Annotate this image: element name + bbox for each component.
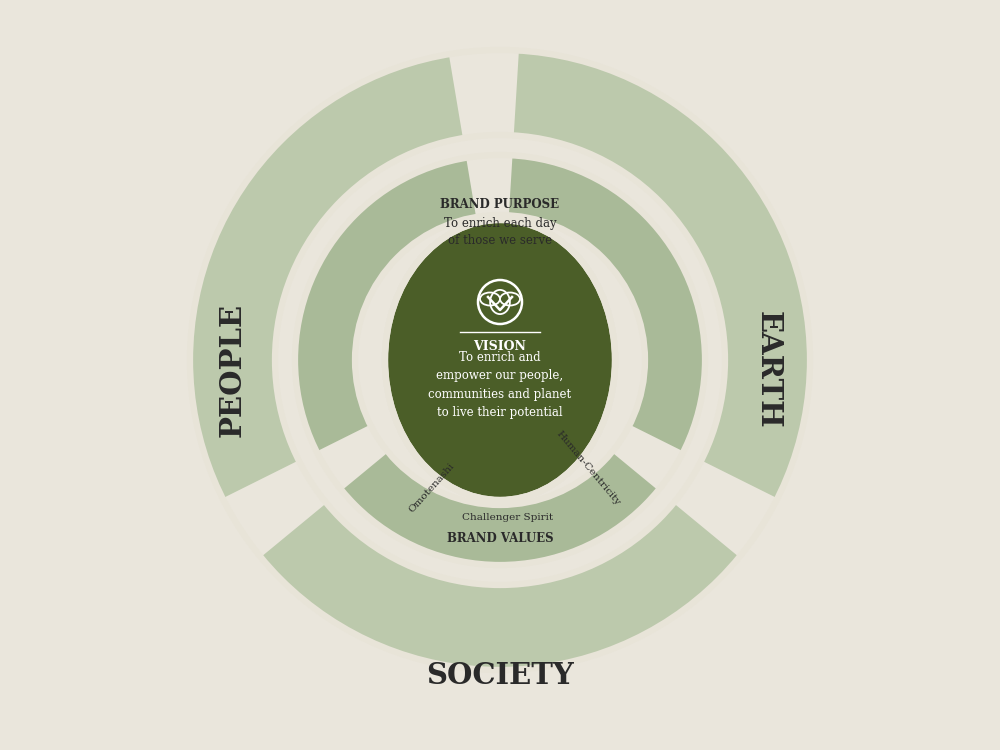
Text: Human-Centricity: Human-Centricity: [554, 429, 622, 507]
Text: SOCIETY: SOCIETY: [426, 661, 574, 689]
Ellipse shape: [385, 220, 615, 500]
Text: BRAND VALUES: BRAND VALUES: [447, 532, 553, 544]
Text: BRAND PURPOSE: BRAND PURPOSE: [440, 199, 560, 211]
Text: EARTH: EARTH: [754, 311, 782, 429]
Polygon shape: [340, 450, 660, 565]
Polygon shape: [510, 50, 810, 503]
Polygon shape: [257, 500, 743, 670]
Polygon shape: [608, 422, 688, 494]
Text: Omotenashi: Omotenashi: [407, 461, 457, 514]
Polygon shape: [670, 458, 782, 560]
Polygon shape: [465, 150, 513, 222]
Text: PEOPLE: PEOPLE: [218, 303, 246, 437]
Polygon shape: [295, 158, 479, 454]
Polygon shape: [218, 458, 330, 560]
Text: To enrich and
empower our people,
communities and planet
to live their potential: To enrich and empower our people, commun…: [428, 351, 572, 419]
Text: To enrich each day
of those we serve: To enrich each day of those we serve: [444, 217, 556, 248]
Polygon shape: [190, 53, 467, 503]
Text: Challenger Spirit: Challenger Spirit: [462, 512, 554, 521]
Polygon shape: [312, 422, 392, 494]
Polygon shape: [448, 45, 519, 143]
Text: VISION: VISION: [474, 340, 526, 352]
Polygon shape: [506, 155, 705, 454]
